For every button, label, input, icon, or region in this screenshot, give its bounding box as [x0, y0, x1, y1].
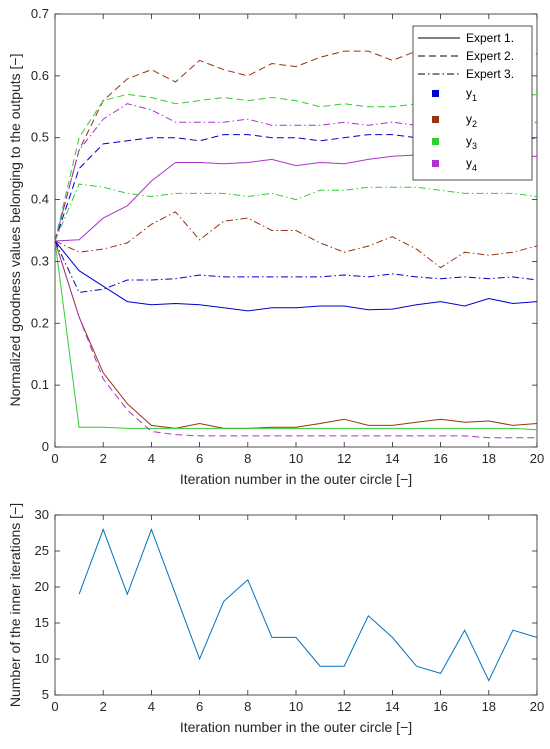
bottom-y-axis-label: Number of the inner iterations [−]: [7, 503, 23, 707]
x-tick-label: 0: [51, 699, 58, 714]
top-y-axis-ticks: 0 0.1 0.2 0.3 0.4 0.5 0.6 0.7: [31, 6, 537, 454]
top-chart: 0 2 4 6 8 10 12 14 16 18 20 00.10.20.30.40.50.60.7…: [7, 6, 544, 487]
x-tick-label: 6: [196, 451, 203, 466]
x-tick-label: 6: [196, 699, 203, 714]
legend-marker-y4: [432, 160, 439, 167]
y-tick-label: 10: [35, 651, 49, 666]
y-tick-label: 5: [42, 687, 49, 702]
legend-label-y1-sub: 1: [472, 93, 477, 103]
legend-label-y4-main: y: [466, 156, 472, 170]
y-tick-label: 20: [35, 579, 49, 594]
legend-label-y4-sub: 4: [472, 163, 477, 173]
x-tick-label: 20: [530, 699, 544, 714]
x-tick-label: 16: [433, 699, 447, 714]
legend-label-y2-main: y: [466, 112, 472, 126]
y-tick-label: 0.4: [31, 192, 49, 207]
legend-label-y3-sub: 3: [472, 141, 477, 151]
series-y4-expert2: [54, 240, 537, 439]
x-tick-label: 8: [244, 699, 251, 714]
x-tick-label: 14: [385, 451, 399, 466]
series-y2-expert1: [54, 240, 538, 429]
top-x-axis-label: Iteration number in the outer circle [−]: [180, 471, 412, 487]
series-y1-expert3: [54, 240, 538, 293]
bottom-plot-area: [54, 514, 538, 696]
bottom-x-axis-label: Iteration number in the outer circle [−]: [180, 719, 412, 735]
legend-marker-y2: [432, 116, 439, 123]
y-tick-label: 0.1: [31, 377, 49, 392]
x-tick-label: 16: [433, 451, 447, 466]
x-tick-label: 12: [337, 451, 351, 466]
legend-label-y1: y1: [466, 86, 477, 103]
x-tick-label: 4: [148, 699, 155, 714]
legend-label-y2: y2: [466, 112, 477, 129]
bottom-y-axis-ticks: 5 10 15 20 25 30: [35, 507, 537, 702]
y-tick-label: 15: [35, 615, 49, 630]
x-tick-label: 2: [100, 699, 107, 714]
series-y3-expert1: [54, 240, 538, 431]
y-tick-label: 0.7: [31, 6, 49, 21]
legend-label-y3-main: y: [466, 134, 472, 148]
bottom-x-axis-ticks: 0 2 4 6 8 10 12 14 16 18 20: [51, 515, 544, 714]
bottom-series-group: [78, 527, 538, 682]
x-tick-label: 2: [100, 451, 107, 466]
series-inner-iterations: [78, 527, 538, 682]
y-tick-label: 0.2: [31, 315, 49, 330]
y-tick-label: 0.5: [31, 130, 49, 145]
legend-marker-y3: [432, 138, 439, 145]
y-tick-label: 0.3: [31, 253, 49, 268]
top-y-axis-label: Normalized goodness values belonging to …: [7, 54, 23, 407]
x-tick-label: 14: [385, 699, 399, 714]
y-tick-label: 30: [35, 507, 49, 522]
legend-label-expert1: Expert 1.: [466, 31, 514, 45]
series-y1-expert1: [54, 240, 538, 312]
legend-label-expert2: Expert 2.: [466, 49, 514, 63]
x-tick-label: 18: [482, 699, 496, 714]
x-tick-label: 10: [289, 451, 303, 466]
legend-label-expert3: Expert 3.: [466, 67, 514, 81]
bottom-chart: 0 2 4 6 8 10 12 14 16 18 20 5 10 15 20 25 30 Iteration …: [7, 503, 544, 735]
series-y2-expert2: [54, 47, 538, 242]
x-tick-label: 8: [244, 451, 251, 466]
y-tick-label: 25: [35, 543, 49, 558]
x-tick-label: 18: [482, 451, 496, 466]
x-tick-label: 10: [289, 699, 303, 714]
top-x-axis-ticks: 0 2 4 6 8 10 12 14 16 18 20: [51, 14, 544, 466]
legend-marker-y1: [432, 90, 439, 97]
x-tick-label: 20: [530, 451, 544, 466]
legend-label-y4: y4: [466, 156, 477, 173]
y-tick-label: 0: [42, 439, 49, 454]
x-tick-label: 0: [51, 451, 58, 466]
legend-label-y3: y3: [466, 134, 477, 151]
series-y3-expert3: [54, 183, 538, 242]
legend-box: [412, 25, 533, 181]
x-tick-label: 12: [337, 699, 351, 714]
legend-label-y1-main: y: [466, 86, 472, 100]
legend-label-y2-sub: 2: [472, 119, 477, 129]
y-tick-label: 0.6: [31, 68, 49, 83]
x-tick-label: 4: [148, 451, 155, 466]
series-y2-expert3: [54, 211, 538, 269]
legend: Expert 1. Expert 2. Expert 3. y1 y2 y3 y…: [412, 25, 533, 181]
